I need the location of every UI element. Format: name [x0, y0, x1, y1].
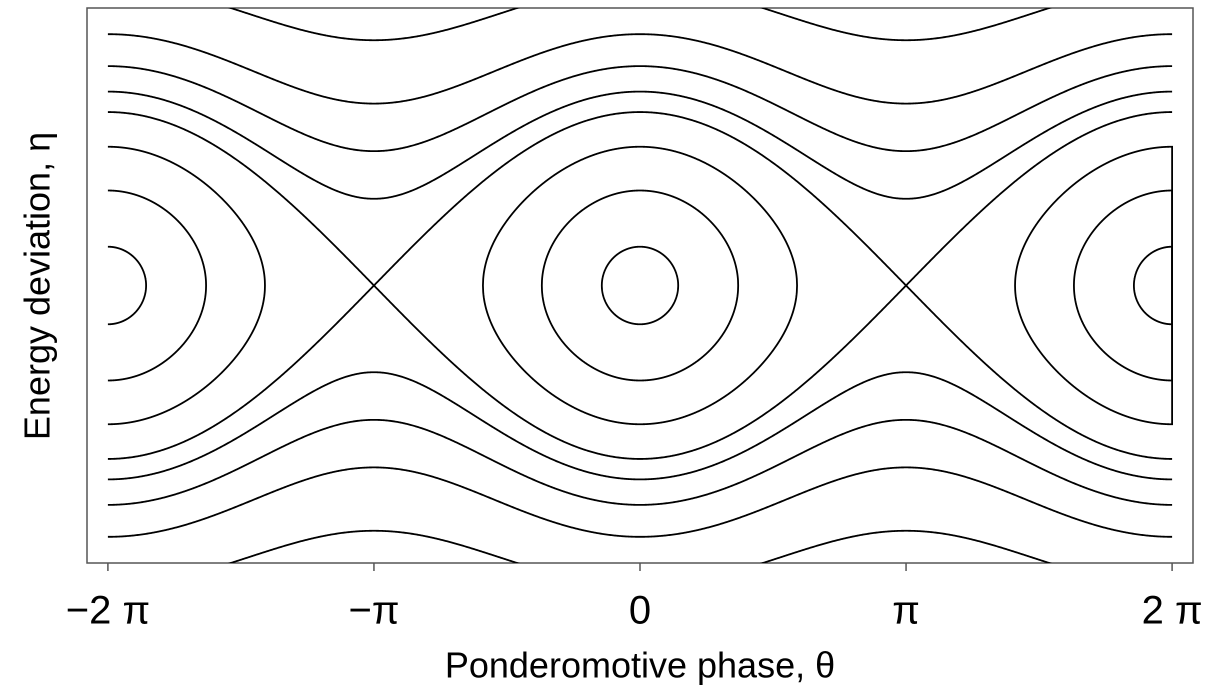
contour-line [107, 466, 1173, 538]
contour-line [482, 145, 798, 426]
contour-line [1014, 145, 1173, 426]
contour-line [227, 529, 1053, 563]
contour-line [107, 111, 1173, 287]
contour-line [107, 189, 207, 382]
contour-line [227, 8, 1053, 42]
contour-line [107, 418, 1173, 506]
contour-line [540, 189, 740, 382]
contour-line [107, 284, 1173, 460]
x-tick-label: −π [348, 589, 399, 633]
x-tick-label: π [892, 589, 920, 633]
contour-line [107, 371, 1173, 481]
contour-line [1133, 245, 1173, 326]
contour-line [107, 65, 1173, 153]
contour-line [600, 245, 680, 326]
contours [107, 8, 1173, 563]
contour-line [107, 245, 148, 326]
x-tick-label: 0 [629, 589, 651, 633]
contour-line [107, 90, 1173, 200]
contour-line [1073, 189, 1173, 382]
x-tick-label: 2 π [1142, 589, 1203, 633]
x-axis-label: Ponderomotive phase, θ [445, 645, 835, 686]
contour-line [107, 33, 1173, 105]
x-tick-label: −2 π [66, 589, 150, 633]
y-axis-label: Energy deviation, η [17, 132, 58, 440]
contour-line [107, 145, 266, 426]
